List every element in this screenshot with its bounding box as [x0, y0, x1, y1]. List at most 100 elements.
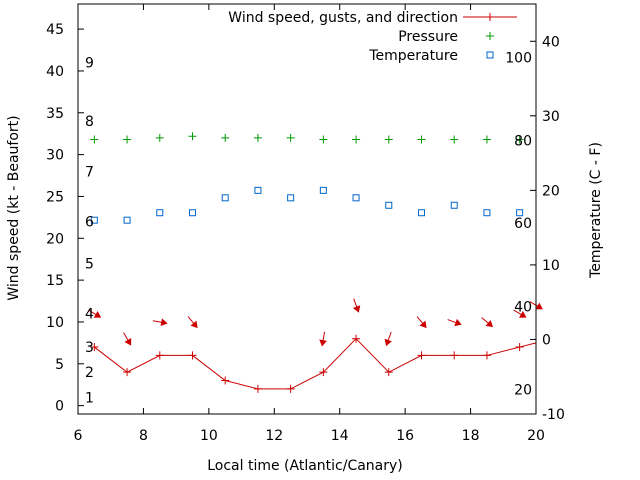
- wind-direction-arrow: [352, 298, 361, 313]
- wind-speed-point: [352, 334, 361, 343]
- wind-speed-point: [384, 368, 393, 377]
- y-left-tick-label: 15: [46, 273, 64, 289]
- legend: Wind speed, gusts, and direction Pressur…: [228, 10, 517, 64]
- x-tick-label: 10: [200, 428, 218, 444]
- pressure-point: [417, 135, 426, 144]
- y-left-tick-label: 10: [46, 315, 64, 331]
- x-tick-label: 14: [331, 428, 349, 444]
- wind-arrow-head: [384, 338, 392, 347]
- wind-arrow-head: [419, 320, 427, 329]
- temperature-point: [483, 209, 491, 217]
- y-left-tick-label: 5: [55, 357, 64, 373]
- fahrenheit-label: 80: [514, 133, 532, 149]
- y-left-tick-label: 40: [46, 64, 64, 80]
- pressure-point: [450, 135, 459, 144]
- wind-speed-point: [515, 343, 524, 352]
- pressure-point: [123, 135, 132, 144]
- wind-arrow-head: [485, 319, 494, 328]
- wind-arrow-head: [160, 318, 168, 327]
- legend-marker-pressure: [486, 32, 494, 40]
- wind-speed-point: [482, 351, 491, 360]
- wind-direction-arrow: [513, 309, 527, 318]
- beaufort-label: 2: [85, 365, 94, 381]
- wind-arrow-head: [93, 310, 102, 318]
- temperature-point: [189, 209, 196, 217]
- y-left-tick-label: 20: [46, 231, 64, 247]
- wind-direction-arrow: [319, 331, 327, 347]
- wind-direction-arrow: [447, 318, 462, 327]
- temperature-point: [450, 201, 458, 209]
- x-tick-label: 20: [527, 428, 545, 444]
- wind-speed-point: [123, 368, 132, 377]
- wind-arrow-head: [535, 302, 543, 310]
- pressure-point: [384, 135, 393, 144]
- wind-direction-arrow: [88, 309, 102, 318]
- pressure-point: [515, 135, 524, 144]
- beaufort-label: 1: [85, 390, 94, 406]
- wind-speed-point: [253, 384, 262, 393]
- temperature-point: [319, 186, 327, 194]
- temperature-point: [385, 201, 393, 209]
- pressure-point: [253, 133, 262, 142]
- wind-direction-arrow: [384, 331, 392, 347]
- fahrenheit-label: 20: [514, 382, 532, 398]
- fahrenheit-label: 40: [514, 300, 532, 316]
- wind-direction-arrow: [481, 317, 494, 328]
- wind-arrow-head: [319, 339, 327, 347]
- x-tick-label: 8: [139, 428, 148, 444]
- wind-arrow-head: [519, 310, 527, 318]
- wind-arrow-head: [352, 305, 361, 313]
- x-tick-label: 18: [462, 428, 480, 444]
- y-left-tick-label: 25: [46, 189, 64, 205]
- temperature-point: [123, 216, 131, 224]
- wind-speed-point: [155, 351, 164, 360]
- temperature-point: [418, 209, 425, 217]
- y-right-tick-label: 0: [542, 332, 551, 348]
- pressure-point: [352, 135, 361, 144]
- y-right-tick-label: -10: [542, 407, 565, 423]
- wind-arrow-head: [190, 320, 198, 329]
- y-right-tick-label: 10: [542, 258, 560, 274]
- wind-speed-point: [417, 351, 426, 360]
- wind-direction-arrow: [123, 332, 132, 346]
- wind-speed-point: [90, 343, 99, 352]
- pressure-point: [90, 135, 99, 144]
- y-left-tick-label: 0: [55, 399, 64, 415]
- x-tick-label: 16: [396, 428, 414, 444]
- wind-direction-arrow: [152, 318, 168, 327]
- fahrenheit-label: 100: [505, 51, 532, 67]
- y-right-tick-label: 30: [542, 109, 560, 125]
- temperature-point: [90, 216, 98, 224]
- temperature-point: [352, 194, 360, 202]
- wind-direction-arrow: [529, 301, 543, 310]
- y-left-tick-label: 35: [46, 106, 64, 122]
- temperature-point: [516, 209, 524, 217]
- wind-arrow-head: [124, 338, 132, 346]
- temperature-point: [287, 194, 295, 202]
- wind-arrow-head: [454, 318, 462, 327]
- pressure-point: [221, 133, 230, 142]
- wind-direction-arrow: [187, 316, 198, 329]
- x-tick-label: 12: [265, 428, 283, 444]
- temperature-point: [156, 209, 164, 217]
- y-right-tick-label: 20: [542, 183, 560, 199]
- legend-marker-wind-plus: [486, 13, 494, 21]
- y-axis-left-label: Wind speed (kt - Beaufort): [6, 115, 22, 300]
- plot-area-frame: [77, 3, 537, 415]
- wind-direction-arrow: [416, 316, 427, 329]
- beaufort-label: 5: [85, 256, 94, 272]
- y-axis-right-label: Temperature (C - F): [588, 142, 604, 279]
- beaufort-label: 4: [85, 307, 94, 323]
- y-left-tick-label: 30: [46, 148, 64, 164]
- beaufort-label: 7: [85, 164, 94, 180]
- pressure-point: [319, 135, 328, 144]
- pressure-point: [188, 132, 197, 141]
- wind-speed-point: [319, 368, 328, 377]
- beaufort-label: 3: [85, 340, 94, 356]
- beaufort-label: 9: [85, 56, 94, 72]
- wind-speed-point: [450, 351, 459, 360]
- temperature-point: [254, 186, 262, 194]
- x-axis-label: Local time (Atlantic/Canary): [207, 458, 403, 474]
